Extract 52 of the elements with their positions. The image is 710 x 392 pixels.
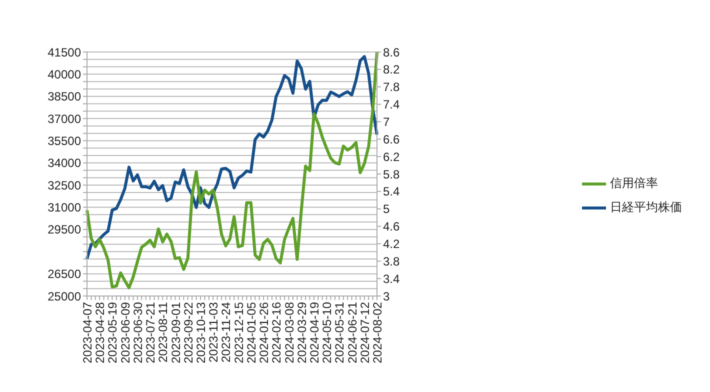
x-tick-label: 2024-03-08: [282, 302, 296, 364]
y2-tick-label: 3.4: [383, 272, 400, 286]
y-tick-label: 25000: [48, 289, 82, 304]
x-tick-label: 2023-09-01: [168, 302, 183, 364]
y-tick-label: 38500: [48, 90, 82, 104]
x-tick-label: 2023-07-21: [144, 302, 158, 364]
y2-tick-label: 7.8: [383, 80, 400, 94]
y2-tick-label: 3: [383, 289, 390, 304]
x-tick-label: 2023-08-11: [156, 302, 170, 362]
y-tick-label: 32500: [48, 178, 82, 192]
y2-tick-label: 7: [383, 114, 390, 129]
x-tick-label: 2023-11-03: [206, 302, 221, 362]
y-tick-label: 35500: [48, 134, 82, 148]
x-tick-label: 2024-06-21: [345, 302, 360, 364]
x-tick-label: 2024-08-02: [370, 302, 385, 364]
x-tick-label: 2024-07-12: [358, 302, 372, 364]
x-tick-label: 2023-12-15: [232, 302, 246, 364]
y2-tick-label: 3.8: [383, 254, 400, 268]
y2-tick-label: 8.2: [383, 62, 400, 77]
x-tick-label: 2024-03-29: [294, 302, 309, 364]
x-tick-label: 2024-01-05: [244, 302, 258, 364]
y-tick-label: 41500: [48, 45, 82, 60]
y2-tick-label: 4.2: [383, 236, 400, 251]
y2-tick-label: 4.6: [383, 220, 400, 234]
y-tick-label: 29500: [48, 222, 82, 237]
x-tick-label: 2024-02-16: [270, 302, 284, 364]
y-tick-label: 34000: [48, 156, 82, 170]
y2-tick-label: 7.4: [383, 98, 400, 112]
x-tick-label: 2023-11-24: [219, 302, 234, 362]
y2-tick-label: 5.8: [383, 167, 400, 182]
x-tick-label: 2024-05-10: [320, 302, 334, 364]
y2-tick-label: 8.6: [383, 45, 400, 60]
y2-tick-label: 5.4: [383, 184, 400, 199]
legend-label: 日経平均株価: [610, 200, 682, 214]
x-tick-label: 2023-10-13: [194, 302, 208, 364]
y-tick-label: 26500: [48, 267, 82, 282]
x-tick-label: 2023-04-28: [93, 302, 108, 364]
x-tick-label: 2024-05-31: [332, 302, 347, 364]
x-tick-label: 2023-04-07: [80, 302, 95, 364]
y2-tick-label: 6.6: [383, 132, 400, 146]
x-tick-label: 2024-04-19: [307, 302, 322, 364]
x-tick-label: 2023-09-22: [181, 302, 196, 364]
y-tick-label: 31000: [48, 200, 82, 215]
y2-tick-label: 6.2: [383, 150, 400, 164]
legend-label: 信用倍率: [610, 176, 658, 190]
x-tick-label: 2023-06-30: [130, 302, 145, 364]
y-tick-label: 40000: [48, 67, 82, 82]
x-tick-label: 2023-06-09: [118, 302, 132, 364]
x-tick-label: 2023-05-19: [106, 302, 120, 364]
y-tick-label: 37000: [48, 112, 82, 126]
y2-tick-label: 5: [383, 202, 390, 216]
x-tick-label: 2024-01-26: [257, 302, 272, 364]
